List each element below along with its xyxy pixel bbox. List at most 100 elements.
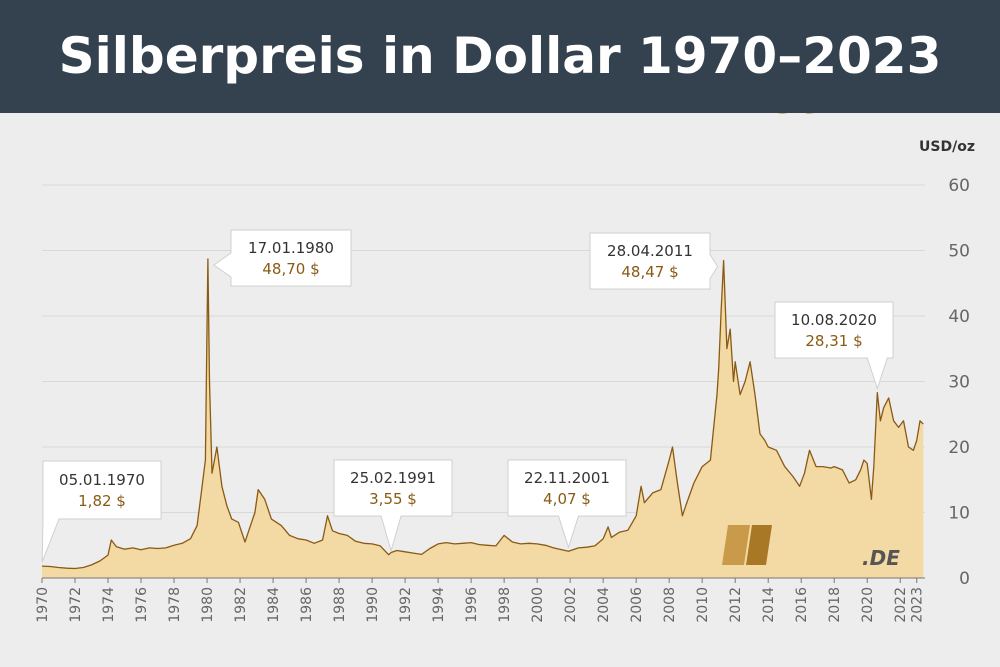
annotation-date: 22.11.2001 — [524, 469, 610, 487]
series-area — [42, 259, 924, 578]
annotation-box — [774, 301, 894, 391]
x-tick: 2014 — [761, 578, 777, 623]
annotation-date: 28.04.2011 — [607, 242, 693, 260]
x-tick-label: 1974 — [101, 587, 117, 623]
x-tick-label: 2014 — [761, 587, 777, 623]
x-tick-label: 2012 — [728, 587, 744, 623]
x-tick-label: 1986 — [299, 587, 315, 623]
x-tick-label: 1994 — [431, 587, 447, 623]
x-tick-label: 2018 — [827, 587, 843, 623]
x-tick-label: 1978 — [167, 587, 183, 623]
x-tick: 2020 — [860, 578, 876, 623]
x-tick: 1998 — [497, 578, 513, 623]
y-axis-ticks: 0 10 20 30 40 50 60 — [948, 176, 970, 589]
x-tick-label: 1972 — [68, 587, 84, 623]
gold-de-logo: GOLD .DE — [722, 113, 900, 570]
annotation-box — [333, 459, 453, 553]
x-tick: 1978 — [167, 578, 183, 623]
x-tick: 1986 — [299, 578, 315, 623]
annotation-box — [507, 459, 627, 549]
annotation-callout: 10.08.2020 28,31 $ — [774, 301, 894, 391]
x-tick-label: 2000 — [530, 587, 546, 623]
page-title: Silberpreis in Dollar 1970–2023 — [58, 27, 942, 85]
header-bar: Silberpreis in Dollar 1970–2023 — [0, 0, 1000, 113]
x-tick: 1976 — [134, 578, 150, 623]
annotation-date: 17.01.1980 — [248, 239, 334, 257]
x-tick-label: 1998 — [497, 587, 513, 623]
x-tick: 2018 — [827, 578, 843, 623]
annotation-date: 25.02.1991 — [350, 469, 436, 487]
x-tick-label: 2008 — [662, 587, 678, 623]
series-layer — [41, 258, 924, 578]
x-tick: 2016 — [794, 578, 810, 623]
annotation-callout: 28.04.2011 48,47 $ — [589, 232, 719, 290]
annotation-value: 3,55 $ — [369, 490, 417, 508]
annotation-value: 28,31 $ — [805, 332, 862, 350]
x-tick-label: 1996 — [464, 587, 480, 623]
x-tick: 1970 — [35, 578, 51, 623]
x-tick-label: 1990 — [365, 587, 381, 623]
x-tick: 2000 — [530, 578, 546, 623]
x-tick: 1972 — [68, 578, 84, 623]
annotations-layer: 05.01.1970 1,82 $ 17.01.1980 48,70 $ 25.02.1… — [41, 229, 894, 563]
x-tick-label: 1992 — [398, 587, 414, 623]
x-tick: 2004 — [596, 578, 612, 623]
y-tick-label: 10 — [948, 504, 970, 524]
x-tick: 1990 — [365, 578, 381, 623]
x-tick: 1984 — [266, 578, 282, 623]
annotation-callout: 22.11.2001 4,07 $ — [507, 459, 627, 549]
series-line — [41, 258, 924, 570]
y-tick-label: 60 — [948, 176, 970, 196]
gold-bar-icon-2 — [746, 525, 772, 565]
y-tick-label: 30 — [948, 373, 970, 393]
y-axis-unit-label: USD/oz — [919, 139, 975, 155]
annotation-value: 48,70 $ — [262, 260, 319, 278]
x-tick-label: 1976 — [134, 587, 150, 623]
x-tick-label: 1988 — [332, 587, 348, 623]
x-tick: 2012 — [728, 578, 744, 623]
annotation-box — [41, 460, 162, 563]
x-tick-label: 2006 — [629, 587, 645, 623]
annotation-box — [213, 229, 352, 287]
annotation-callout: 17.01.1980 48,70 $ — [213, 229, 352, 287]
annotation-date: 05.01.1970 — [59, 471, 145, 489]
x-tick: 2022 — [893, 578, 909, 623]
x-tick: 1982 — [233, 578, 249, 623]
annotation-value: 48,47 $ — [621, 263, 678, 281]
chart-area: 0 10 20 30 40 50 60 1970 1972 1974 1976 1978 1980 19… — [0, 113, 1000, 667]
x-tick-label: 2002 — [563, 587, 579, 623]
y-tick-label: 50 — [948, 242, 970, 262]
annotation-value: 1,82 $ — [78, 492, 126, 510]
annotation-callout: 05.01.1970 1,82 $ — [41, 460, 162, 563]
x-tick-label: 2020 — [860, 587, 876, 623]
x-tick: 2023 — [910, 578, 926, 623]
x-tick-label: 1982 — [233, 587, 249, 623]
x-tick-label: 2016 — [794, 587, 810, 623]
y-tick-label: 0 — [959, 569, 970, 589]
annotation-box — [589, 232, 719, 290]
y-tick-label: 40 — [948, 307, 970, 327]
x-tick: 1974 — [101, 578, 117, 623]
x-tick-label: 2004 — [596, 587, 612, 623]
x-tick: 1994 — [431, 578, 447, 623]
annotation-date: 10.08.2020 — [791, 311, 877, 329]
x-tick: 1996 — [464, 578, 480, 623]
x-tick-label: 2023 — [910, 587, 926, 623]
annotation-callout: 25.02.1991 3,55 $ — [333, 459, 453, 553]
x-tick: 2008 — [662, 578, 678, 623]
x-tick: 2010 — [695, 578, 711, 623]
logo-text: GOLD — [770, 113, 874, 121]
x-tick: 2006 — [629, 578, 645, 623]
x-tick-label: 1970 — [35, 587, 51, 623]
x-tick: 1988 — [332, 578, 348, 623]
x-tick-label: 2010 — [695, 587, 711, 623]
gold-bar-icon — [722, 525, 750, 565]
x-axis-ticks: 1970 1972 1974 1976 1978 1980 1982 1984 1986 1988… — [35, 578, 926, 623]
x-tick-label: 2022 — [893, 587, 909, 623]
x-tick-label: 1984 — [266, 587, 282, 623]
x-tick: 1980 — [200, 578, 216, 623]
x-tick: 1992 — [398, 578, 414, 623]
y-tick-label: 20 — [948, 438, 970, 458]
x-tick: 2002 — [563, 578, 579, 623]
